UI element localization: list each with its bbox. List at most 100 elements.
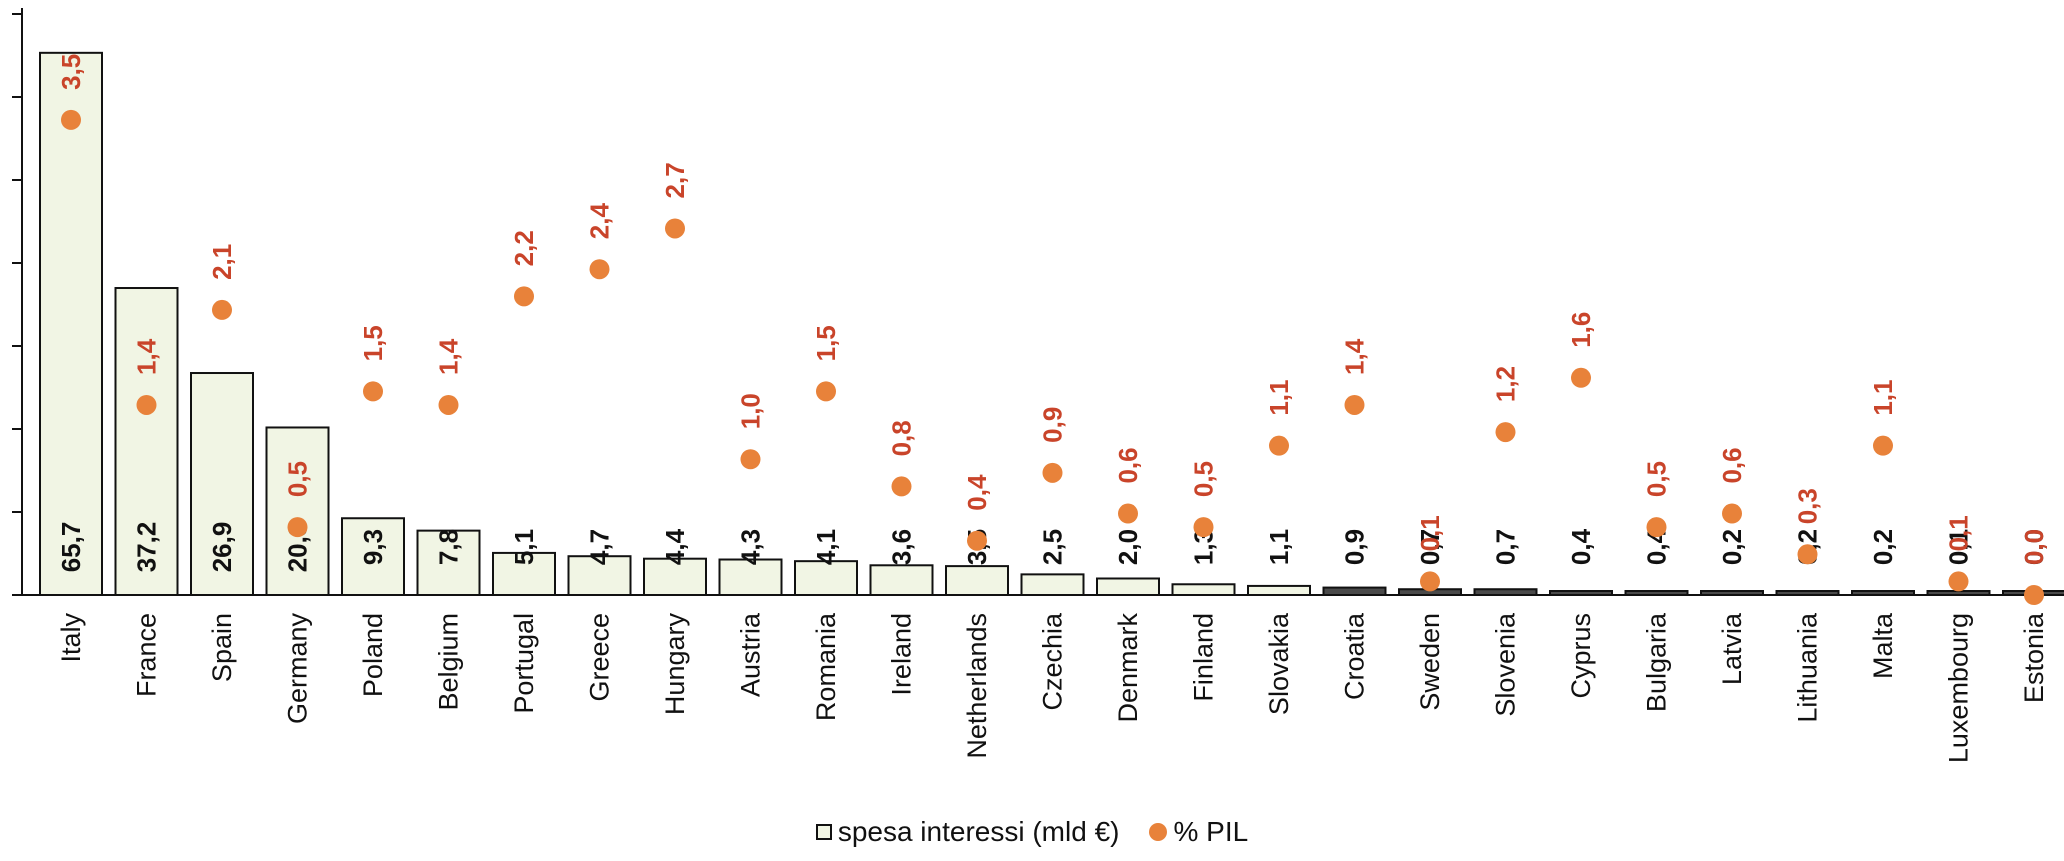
bar-netherlands (945, 565, 1009, 596)
pct-value-label: 1,5 (811, 325, 841, 361)
bar-italy (39, 51, 103, 596)
category-label: Ireland (887, 613, 917, 696)
dots (61, 109, 2044, 605)
pct-value-label: 0,1 (1944, 515, 1974, 551)
legend-label-dot: % PIL (1173, 816, 1249, 847)
legend-label-bar: spesa interessi (mld €) (837, 816, 1120, 847)
bar-luxembourg (1926, 590, 1991, 596)
legend: spesa interessi (mld €) % PIL (0, 808, 2064, 856)
bar-spain (190, 372, 254, 596)
category-label: Poland (358, 613, 388, 697)
bar-value-label: 0,9 (1340, 529, 1370, 565)
dot-ireland (891, 476, 912, 497)
category-label: Latvia (1717, 612, 1747, 685)
dot-croatia (1344, 394, 1365, 415)
bar-value-label: 2,5 (1038, 529, 1068, 565)
pct-value-label: 0,8 (887, 420, 917, 456)
bar-value-label: 7,8 (434, 529, 464, 565)
pct-value-label: 0,1 (1415, 515, 1445, 551)
bar-croatia (1322, 586, 1387, 596)
pct-value-label: 3,5 (56, 54, 86, 90)
dot-lithuania (1797, 544, 1818, 565)
category-label: Croatia (1340, 612, 1370, 700)
dot-sweden (1420, 571, 1440, 592)
dot-france (136, 394, 157, 415)
category-label: Romania (811, 612, 841, 721)
bar-labels: 65,7 37,2 26,9 20,3 9,3 7,8 5,1 4,7 4,4 4,3 4,1 3,6… (56, 522, 2049, 573)
bar-belgium (416, 529, 481, 596)
bar-value-label: 0,7 (1415, 529, 1445, 565)
dot-cyprus (1571, 367, 1591, 388)
pct-value-label: 0,4 (962, 474, 992, 511)
dot-poland (363, 381, 383, 402)
pct-value-label: 1,1 (1868, 380, 1898, 416)
pct-value-label: 0,0 (2019, 529, 2049, 565)
bar-value-label: 4,3 (736, 529, 766, 565)
category-label: Slovakia (1264, 612, 1294, 715)
dot-denmark (1118, 503, 1138, 524)
dot-malta (1873, 435, 1893, 456)
bars (39, 51, 2064, 597)
category-label: Estonia (2019, 612, 2049, 703)
category-label: Luxembourg (1944, 613, 1974, 763)
pct-value-label: 1,1 (1264, 380, 1294, 416)
pct-value-label: 2,2 (509, 230, 539, 266)
dot-bulgaria (1646, 517, 1667, 538)
category-label: Belgium (434, 613, 464, 711)
dot-italy (61, 109, 81, 130)
bar-malta (1851, 590, 1915, 596)
bar-czechia (1020, 573, 1085, 597)
pct-value-label: 1,6 (1566, 312, 1596, 348)
dot-finland (1193, 517, 1214, 538)
legend-item-bar: spesa interessi (mld €) (815, 816, 1120, 848)
category-label: Malta (1868, 612, 1898, 679)
bar-value-label: 3,6 (887, 529, 917, 565)
pct-value-label: 0,6 (1717, 447, 1747, 483)
pct-value-label: 1,2 (1491, 366, 1521, 402)
pct-value-label: 0,3 (1793, 488, 1823, 524)
bar-denmark (1096, 577, 1160, 596)
category-label: Sweden (1415, 613, 1445, 711)
category-label: Portugal (509, 613, 539, 714)
legend-item-dot: % PIL (1149, 816, 1248, 848)
dot-estonia (2024, 585, 2044, 605)
bar-austria (718, 558, 783, 596)
pct-value-label: 0,5 (1189, 461, 1219, 497)
category-label: Bulgaria (1642, 612, 1672, 712)
bar-value-label: 1,1 (1264, 529, 1294, 565)
bar-value-label: 2,0 (1113, 529, 1143, 565)
bar-value-label: 0,7 (1491, 529, 1521, 565)
bar-slovakia (1247, 584, 1311, 596)
category-label: Cyprus (1566, 613, 1596, 699)
legend-square-icon (815, 824, 832, 840)
dot-labels: 3,5 1,4 2,1 0,5 1,5 1,4 2,2 2,4 2,7 1,0 1,5 0,8 0,4 0… (56, 54, 2049, 565)
pct-value-label: 2,7 (660, 162, 690, 198)
pct-value-label: 0,6 (1113, 447, 1143, 483)
dot-germany (287, 517, 308, 538)
category-label: Denmark (1113, 613, 1143, 723)
bar-value-label: 0,0 (2019, 529, 2049, 565)
dot-spain (212, 299, 232, 320)
dot-portugal (514, 286, 534, 307)
bar-value-label: 37,2 (132, 522, 162, 573)
category-label: Czechia (1038, 612, 1068, 711)
category-label: Slovenia (1491, 612, 1521, 717)
dot-slovakia (1269, 435, 1289, 456)
bar-value-label: 4,4 (660, 528, 690, 565)
bar-latvia (1700, 590, 1764, 596)
bar-greece (567, 555, 632, 597)
pct-value-label: 2,1 (207, 244, 237, 280)
bar-value-label: 65,7 (56, 522, 86, 573)
dot-netherlands (967, 530, 987, 551)
bar-value-label: 4,7 (585, 529, 615, 565)
bar-portugal (492, 551, 556, 597)
bar-france (114, 287, 179, 596)
dot-latvia (1722, 503, 1742, 524)
bar-slovenia (1473, 588, 1538, 596)
pct-value-label: 2,4 (585, 203, 615, 240)
pct-value-label: 0,5 (1642, 461, 1672, 497)
bar-bulgaria (1624, 590, 1689, 596)
category-label: Spain (207, 613, 237, 682)
category-label: France (132, 613, 162, 697)
